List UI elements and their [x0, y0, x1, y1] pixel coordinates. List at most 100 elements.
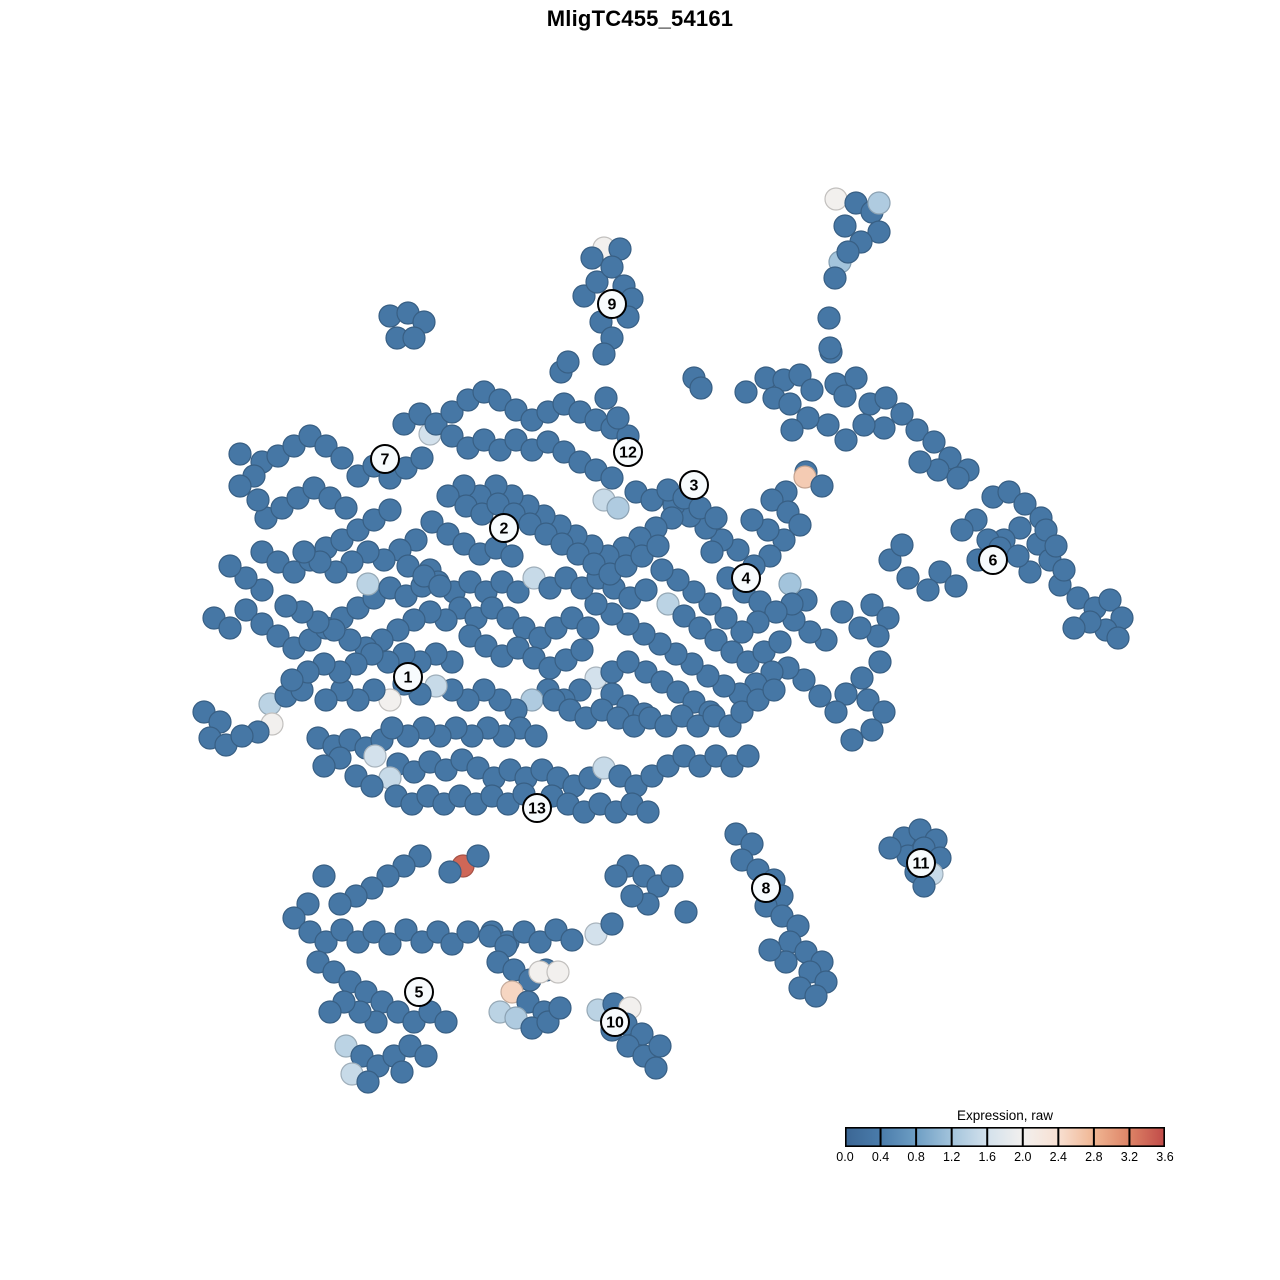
data-point	[714, 606, 738, 630]
data-point	[546, 960, 570, 984]
data-point	[912, 874, 936, 898]
cluster-label-12[interactable]: 12	[613, 437, 643, 467]
data-point	[390, 1060, 414, 1084]
data-point	[780, 418, 804, 442]
data-point	[528, 930, 552, 954]
data-points-layer	[192, 187, 1134, 1094]
data-point	[736, 744, 760, 768]
data-point	[796, 406, 820, 430]
cluster-label-text: 6	[989, 553, 998, 570]
data-point	[402, 326, 426, 350]
cluster-label-text: 13	[528, 801, 546, 818]
data-point	[878, 836, 902, 860]
data-point	[1098, 588, 1122, 612]
data-point	[834, 682, 858, 706]
data-point	[410, 446, 434, 470]
colorbar-gradient	[845, 1127, 1165, 1147]
data-point	[758, 938, 782, 962]
data-point	[730, 620, 754, 644]
data-point	[600, 255, 624, 279]
data-point	[548, 996, 572, 1020]
data-point	[833, 384, 857, 408]
data-point	[650, 558, 674, 582]
data-point	[928, 560, 952, 584]
data-point	[696, 664, 720, 688]
data-point	[282, 560, 306, 584]
data-point	[428, 574, 452, 598]
data-point	[860, 593, 884, 617]
colorbar-tick-labels: 0.0 0.4 0.8 1.2 1.6 2.0 2.4 2.8 3.2 3.6	[836, 1150, 1173, 1168]
data-point	[852, 413, 876, 437]
cluster-label-10[interactable]: 10	[600, 1007, 630, 1037]
cluster-label-6[interactable]: 6	[978, 545, 1008, 575]
colorbar-legend: Expression, raw 0.0 0.4 0.8 1.2 1.6 2.0 2.4 2.8…	[836, 1108, 1173, 1168]
cluster-label-11[interactable]: 11	[906, 848, 936, 878]
cluster-label-9[interactable]: 9	[597, 289, 627, 319]
colorbar-tick-label: 3.2	[1120, 1150, 1139, 1164]
data-point	[440, 932, 464, 956]
data-point	[620, 884, 644, 908]
data-point	[600, 466, 624, 490]
data-point	[274, 594, 298, 618]
cluster-label-text: 8	[762, 881, 771, 898]
data-point	[833, 214, 857, 238]
cluster-label-7[interactable]: 7	[370, 444, 400, 474]
data-point	[760, 488, 784, 512]
colorbar-tick-label: 3.6	[1156, 1150, 1174, 1164]
data-point	[634, 578, 658, 602]
data-point	[644, 1056, 668, 1080]
cluster-label-8[interactable]: 8	[751, 873, 781, 903]
data-point	[850, 666, 874, 690]
cluster-label-text: 5	[415, 985, 424, 1002]
data-point	[824, 187, 848, 211]
data-point	[800, 378, 824, 402]
cluster-label-2[interactable]: 2	[489, 513, 519, 543]
data-point	[867, 220, 891, 244]
cluster-label-1[interactable]: 1	[393, 662, 423, 692]
colorbar-tick-label: 0.4	[871, 1150, 890, 1164]
data-point	[890, 402, 914, 426]
data-point	[792, 668, 816, 692]
cluster-label-badge	[978, 545, 1008, 575]
data-point	[844, 366, 868, 390]
data-point	[788, 513, 812, 537]
cluster-label-3[interactable]: 3	[679, 470, 709, 500]
cluster-label-5[interactable]: 5	[404, 977, 434, 1007]
data-point	[604, 864, 628, 888]
cluster-label-4[interactable]: 4	[731, 563, 761, 593]
data-point	[318, 1000, 342, 1024]
data-point	[356, 572, 380, 596]
data-point	[420, 510, 444, 534]
data-point	[466, 844, 490, 868]
data-point	[876, 606, 900, 630]
data-point	[250, 612, 274, 636]
data-point	[606, 406, 630, 430]
cluster-label-text: 3	[690, 478, 699, 495]
data-point	[768, 630, 792, 654]
data-point	[867, 191, 891, 215]
data-point	[570, 638, 594, 662]
colorbar-title: Expression, raw	[956, 1108, 1054, 1123]
data-point	[688, 616, 712, 640]
data-point	[378, 498, 402, 522]
data-point	[1052, 558, 1076, 582]
data-point	[896, 566, 920, 590]
data-point	[440, 400, 464, 424]
data-point	[874, 386, 898, 410]
data-point	[330, 918, 354, 942]
colorbar-tick-label: 1.6	[978, 1150, 996, 1164]
data-point	[660, 864, 684, 888]
colorbar-tick-label: 1.2	[942, 1150, 961, 1164]
colorbar-tick-label: 2.4	[1049, 1150, 1068, 1164]
data-point	[378, 932, 402, 956]
data-point	[946, 466, 970, 490]
data-point	[500, 544, 524, 568]
cluster-label-13[interactable]: 13	[522, 793, 552, 823]
data-point	[282, 906, 306, 930]
data-point	[944, 574, 968, 598]
data-point	[905, 418, 929, 442]
data-point	[594, 386, 618, 410]
data-point	[228, 474, 252, 498]
